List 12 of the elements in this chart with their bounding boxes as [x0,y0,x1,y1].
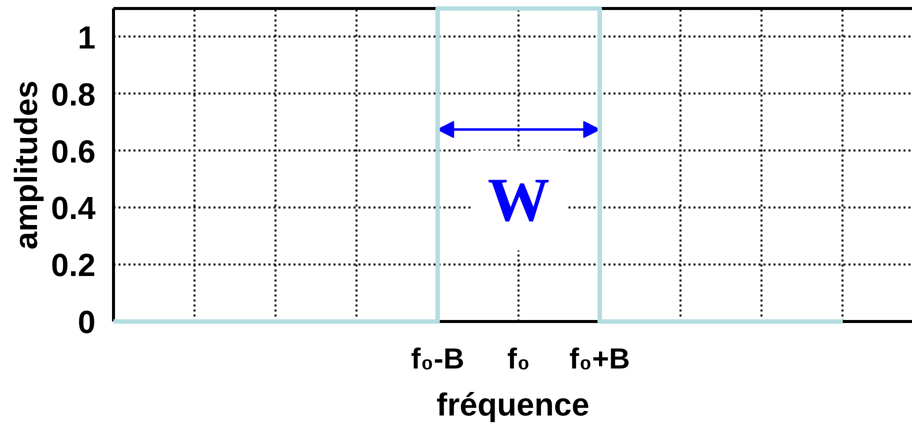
y-tick-label: 0.6 [51,133,96,170]
annotation: W [488,166,550,234]
y-tick-label: 0.8 [51,76,96,112]
y-tick-label: 1 [78,19,96,56]
x-tick-label: f₀ [507,344,530,376]
x-tick-label: f₀+B [569,344,630,376]
x-axis-title: fréquence [436,386,590,422]
y-tick-label: 0.2 [51,247,96,284]
x-tick-label: f₀-B [410,344,464,376]
y-tick-label: 0.4 [51,190,96,226]
y-tick-label: 0 [78,304,96,340]
y-axis-title: amplitudes [8,80,44,250]
